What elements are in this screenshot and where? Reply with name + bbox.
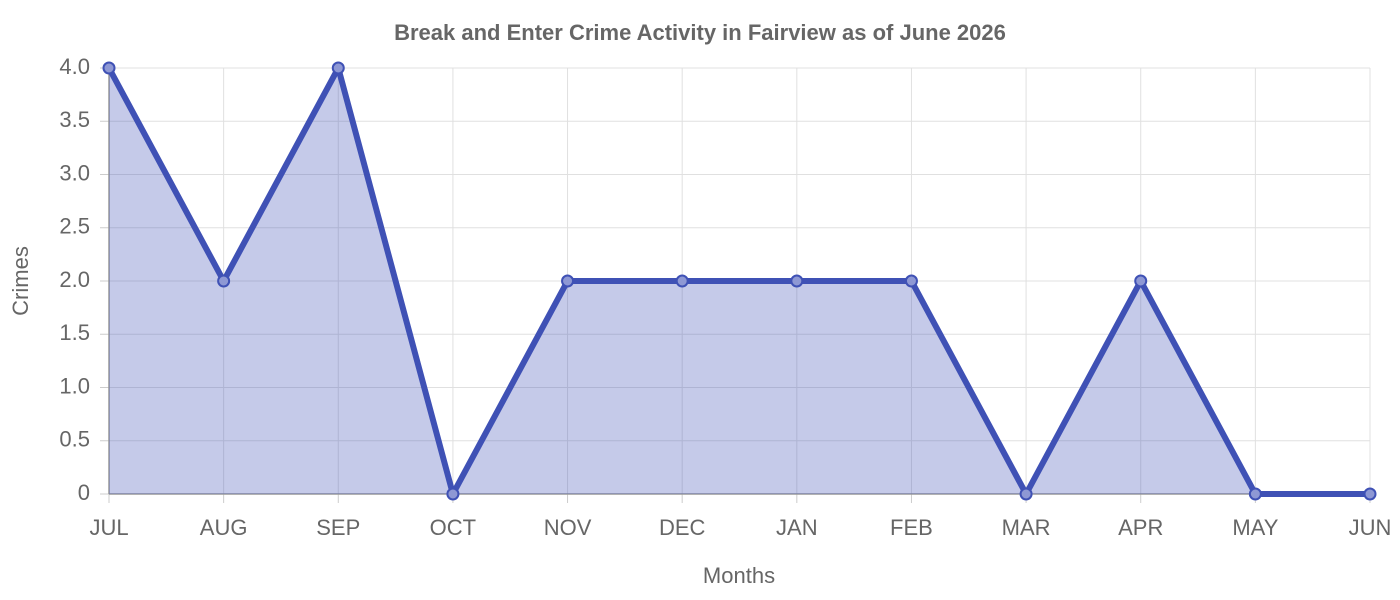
point: [446, 487, 460, 501]
y-axis-label: Crimes: [8, 246, 33, 316]
x-tick-label: APR: [1118, 515, 1163, 540]
x-tick-label: MAY: [1232, 515, 1278, 540]
point: [1248, 487, 1262, 501]
line: [106, 65, 1370, 497]
chart-title: Break and Enter Crime Activity in Fairvi…: [394, 20, 1006, 45]
y-tick-label: 0: [78, 480, 90, 505]
point: [217, 274, 231, 288]
y-tick-label: 3.0: [59, 160, 90, 185]
point: [1019, 487, 1033, 501]
y-tick-label: 0.5: [59, 427, 90, 452]
y-tick-label: 2.5: [59, 214, 90, 239]
y-tick-label: 4.0: [59, 54, 90, 79]
point: [904, 274, 918, 288]
x-tick-label: OCT: [430, 515, 476, 540]
point: [102, 61, 116, 75]
x-axis-label: Months: [703, 563, 775, 588]
y-tick-label: 1.0: [59, 373, 90, 398]
x-tick-label: SEP: [316, 515, 360, 540]
point: [1134, 274, 1148, 288]
x-tick-label: JUL: [89, 515, 128, 540]
x-tick-label: NOV: [544, 515, 592, 540]
point: [790, 274, 804, 288]
x-tick-label: JUN: [1349, 515, 1392, 540]
y-tick-label: 1.5: [59, 320, 90, 345]
x-tick-label: AUG: [200, 515, 248, 540]
point: [1363, 487, 1377, 501]
point: [561, 274, 575, 288]
x-tick-label: DEC: [659, 515, 706, 540]
point: [675, 274, 689, 288]
x-tick-label: FEB: [890, 515, 933, 540]
x-tick-label: JAN: [776, 515, 818, 540]
point: [331, 61, 345, 75]
y-tick-label: 3.5: [59, 107, 90, 132]
y-tick-label: 2.0: [59, 267, 90, 292]
x-tick-label: MAR: [1002, 515, 1051, 540]
